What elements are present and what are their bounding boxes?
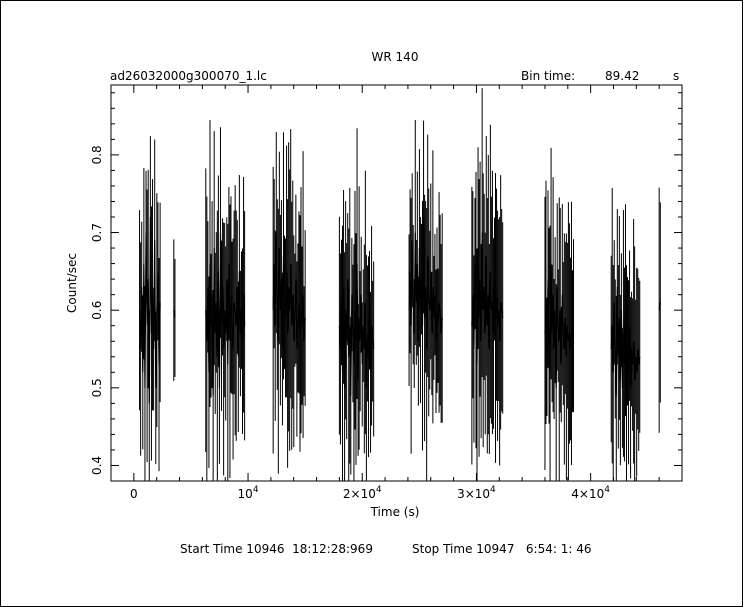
start-time-label: Start Time 10946 18:12:28:969	[180, 542, 373, 556]
x-tick-label-base: 2×10	[343, 487, 376, 501]
x-tick-label: 2×104	[343, 485, 382, 501]
file-label: ad26032000g300070_1.lc	[110, 69, 267, 83]
x-tick-label: 104	[238, 485, 259, 501]
bin-time-label: Bin time:	[521, 69, 575, 83]
x-tick-label-exponent: 4	[604, 485, 610, 495]
x-tick-label-base: 3×10	[457, 487, 490, 501]
bin-time-value: 89.42	[605, 69, 639, 83]
plot-frame	[110, 84, 683, 482]
light-curve-line	[338, 263, 375, 396]
y-axis-label: Count/sec	[65, 253, 79, 313]
y-tick-label: 0.4	[90, 456, 104, 475]
bin-time-unit: s	[673, 69, 679, 83]
y-tick-label: 0.6	[90, 301, 104, 320]
x-tick-label: 0	[130, 487, 138, 501]
x-tick-label: 3×104	[457, 485, 496, 501]
chart-title: WR 140	[372, 50, 419, 64]
x-tick-label-base: 0	[130, 487, 138, 501]
x-tick-label-exponent: 4	[376, 485, 382, 495]
x-tick-label-base: 4×10	[571, 487, 604, 501]
x-tick-label-exponent: 4	[490, 485, 496, 495]
y-tick-label: 0.8	[90, 145, 104, 164]
stop-time-label: Stop Time 10947 6:54: 1: 46	[412, 542, 591, 556]
x-tick-label: 4×104	[571, 485, 610, 501]
x-axis-label: Time (s)	[370, 505, 420, 519]
x-tick-label-exponent: 4	[253, 485, 259, 495]
y-tick-label: 0.7	[90, 223, 104, 242]
y-tick-label: 0.5	[90, 378, 104, 397]
x-tick-label-base: 10	[238, 487, 253, 501]
